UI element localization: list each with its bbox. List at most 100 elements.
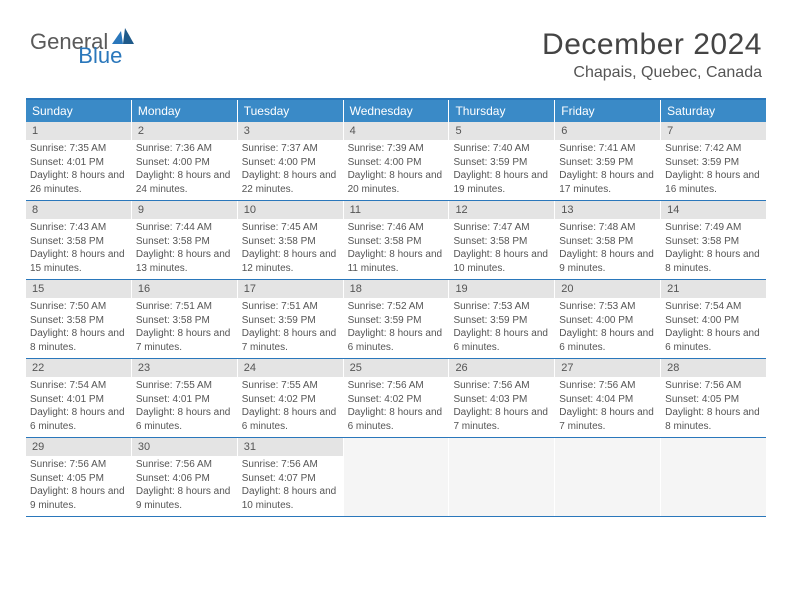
day-details: Sunrise: 7:52 AMSunset: 3:59 PMDaylight:… [344, 298, 449, 354]
logo: General Blue [30, 28, 180, 55]
day-number: 17 [238, 280, 343, 298]
daylight-text: Daylight: 8 hours and 7 minutes. [242, 327, 339, 354]
week-row: 8Sunrise: 7:43 AMSunset: 3:58 PMDaylight… [26, 201, 766, 280]
day-cell: 16Sunrise: 7:51 AMSunset: 3:58 PMDayligh… [132, 280, 238, 358]
sunset-text: Sunset: 4:00 PM [242, 156, 339, 170]
day-cell: 23Sunrise: 7:55 AMSunset: 4:01 PMDayligh… [132, 359, 238, 437]
day-cell: 12Sunrise: 7:47 AMSunset: 3:58 PMDayligh… [449, 201, 555, 279]
sunrise-text: Sunrise: 7:49 AM [665, 221, 762, 235]
empty-day-cell [344, 438, 450, 516]
daylight-text: Daylight: 8 hours and 8 minutes. [665, 406, 762, 433]
sunrise-text: Sunrise: 7:46 AM [348, 221, 445, 235]
sunset-text: Sunset: 3:59 PM [453, 314, 550, 328]
sunset-text: Sunset: 4:02 PM [348, 393, 445, 407]
sunrise-text: Sunrise: 7:42 AM [665, 142, 762, 156]
day-details: Sunrise: 7:56 AMSunset: 4:02 PMDaylight:… [344, 377, 449, 433]
day-number: 30 [132, 438, 237, 456]
day-cell: 3Sunrise: 7:37 AMSunset: 4:00 PMDaylight… [238, 122, 344, 200]
daylight-text: Daylight: 8 hours and 20 minutes. [348, 169, 445, 196]
sunrise-text: Sunrise: 7:37 AM [242, 142, 339, 156]
sunrise-text: Sunrise: 7:56 AM [30, 458, 127, 472]
day-number: 24 [238, 359, 343, 377]
day-number: 10 [238, 201, 343, 219]
day-details: Sunrise: 7:36 AMSunset: 4:00 PMDaylight:… [132, 140, 237, 196]
sunrise-text: Sunrise: 7:47 AM [453, 221, 550, 235]
sunrise-text: Sunrise: 7:53 AM [559, 300, 656, 314]
sunrise-text: Sunrise: 7:56 AM [453, 379, 550, 393]
sunrise-text: Sunrise: 7:50 AM [30, 300, 127, 314]
day-cell: 7Sunrise: 7:42 AMSunset: 3:59 PMDaylight… [661, 122, 766, 200]
daylight-text: Daylight: 8 hours and 8 minutes. [665, 248, 762, 275]
day-number: 14 [661, 201, 766, 219]
day-number: 22 [26, 359, 131, 377]
day-number: 15 [26, 280, 131, 298]
day-cell: 24Sunrise: 7:55 AMSunset: 4:02 PMDayligh… [238, 359, 344, 437]
weekday-header: Thursday [449, 100, 555, 122]
day-number: 11 [344, 201, 449, 219]
day-number: 1 [26, 122, 131, 140]
day-cell: 26Sunrise: 7:56 AMSunset: 4:03 PMDayligh… [449, 359, 555, 437]
daylight-text: Daylight: 8 hours and 6 minutes. [30, 406, 127, 433]
day-number: 23 [132, 359, 237, 377]
day-details: Sunrise: 7:56 AMSunset: 4:05 PMDaylight:… [661, 377, 766, 433]
sunset-text: Sunset: 3:59 PM [559, 156, 656, 170]
day-details: Sunrise: 7:51 AMSunset: 3:59 PMDaylight:… [238, 298, 343, 354]
daylight-text: Daylight: 8 hours and 6 minutes. [348, 406, 445, 433]
sunset-text: Sunset: 3:58 PM [453, 235, 550, 249]
daylight-text: Daylight: 8 hours and 11 minutes. [348, 248, 445, 275]
sunrise-text: Sunrise: 7:43 AM [30, 221, 127, 235]
month-title: December 2024 [542, 28, 762, 62]
day-number: 16 [132, 280, 237, 298]
day-number: 4 [344, 122, 449, 140]
daylight-text: Daylight: 8 hours and 7 minutes. [136, 327, 233, 354]
day-number: 26 [449, 359, 554, 377]
day-details: Sunrise: 7:44 AMSunset: 3:58 PMDaylight:… [132, 219, 237, 275]
day-cell: 22Sunrise: 7:54 AMSunset: 4:01 PMDayligh… [26, 359, 132, 437]
day-cell: 28Sunrise: 7:56 AMSunset: 4:05 PMDayligh… [661, 359, 766, 437]
weekday-header: Wednesday [344, 100, 450, 122]
sunset-text: Sunset: 3:59 PM [242, 314, 339, 328]
sunset-text: Sunset: 4:05 PM [30, 472, 127, 486]
daylight-text: Daylight: 8 hours and 7 minutes. [453, 406, 550, 433]
day-cell: 27Sunrise: 7:56 AMSunset: 4:04 PMDayligh… [555, 359, 661, 437]
day-number: 13 [555, 201, 660, 219]
day-cell: 30Sunrise: 7:56 AMSunset: 4:06 PMDayligh… [132, 438, 238, 516]
day-number: 25 [344, 359, 449, 377]
day-number: 27 [555, 359, 660, 377]
day-cell: 10Sunrise: 7:45 AMSunset: 3:58 PMDayligh… [238, 201, 344, 279]
sunrise-text: Sunrise: 7:44 AM [136, 221, 233, 235]
daylight-text: Daylight: 8 hours and 8 minutes. [30, 327, 127, 354]
sunrise-text: Sunrise: 7:53 AM [453, 300, 550, 314]
daylight-text: Daylight: 8 hours and 9 minutes. [30, 485, 127, 512]
day-number: 20 [555, 280, 660, 298]
daylight-text: Daylight: 8 hours and 10 minutes. [242, 485, 339, 512]
title-block: December 2024 Chapais, Quebec, Canada [542, 28, 762, 82]
day-details: Sunrise: 7:55 AMSunset: 4:01 PMDaylight:… [132, 377, 237, 433]
sunrise-text: Sunrise: 7:39 AM [348, 142, 445, 156]
week-row: 1Sunrise: 7:35 AMSunset: 4:01 PMDaylight… [26, 122, 766, 201]
day-cell: 31Sunrise: 7:56 AMSunset: 4:07 PMDayligh… [238, 438, 344, 516]
day-number: 12 [449, 201, 554, 219]
sunset-text: Sunset: 4:01 PM [30, 156, 127, 170]
day-cell: 13Sunrise: 7:48 AMSunset: 3:58 PMDayligh… [555, 201, 661, 279]
daylight-text: Daylight: 8 hours and 16 minutes. [665, 169, 762, 196]
sunset-text: Sunset: 3:58 PM [665, 235, 762, 249]
day-details: Sunrise: 7:46 AMSunset: 3:58 PMDaylight:… [344, 219, 449, 275]
day-details: Sunrise: 7:49 AMSunset: 3:58 PMDaylight:… [661, 219, 766, 275]
weekday-header: Friday [555, 100, 661, 122]
sunset-text: Sunset: 3:59 PM [348, 314, 445, 328]
day-cell: 5Sunrise: 7:40 AMSunset: 3:59 PMDaylight… [449, 122, 555, 200]
sunrise-text: Sunrise: 7:52 AM [348, 300, 445, 314]
sunrise-text: Sunrise: 7:55 AM [136, 379, 233, 393]
day-number: 9 [132, 201, 237, 219]
daylight-text: Daylight: 8 hours and 6 minutes. [348, 327, 445, 354]
day-number: 29 [26, 438, 131, 456]
sunset-text: Sunset: 3:58 PM [559, 235, 656, 249]
daylight-text: Daylight: 8 hours and 24 minutes. [136, 169, 233, 196]
weekday-header: Saturday [661, 100, 766, 122]
daylight-text: Daylight: 8 hours and 7 minutes. [559, 406, 656, 433]
daylight-text: Daylight: 8 hours and 6 minutes. [136, 406, 233, 433]
sunrise-text: Sunrise: 7:55 AM [242, 379, 339, 393]
daylight-text: Daylight: 8 hours and 9 minutes. [136, 485, 233, 512]
empty-day-cell [661, 438, 766, 516]
